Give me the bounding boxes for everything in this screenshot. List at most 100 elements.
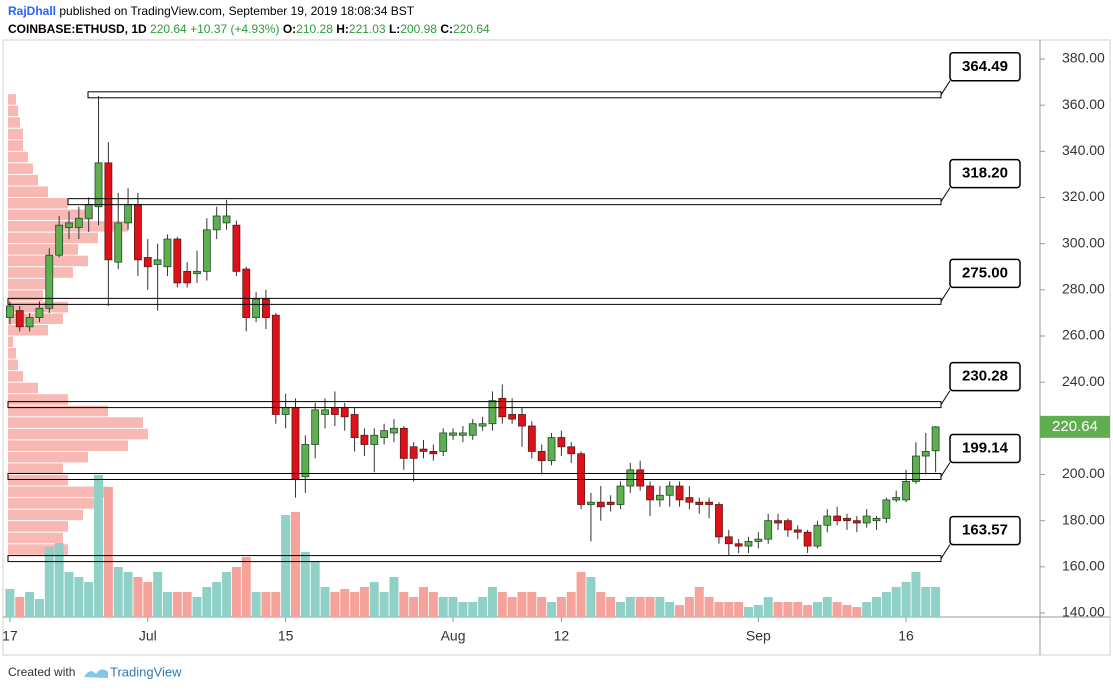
candle-body — [281, 407, 290, 415]
volume-bar — [290, 512, 300, 617]
footer-brand[interactable]: TradingView — [110, 664, 182, 679]
candle-body — [360, 434, 369, 445]
volume-bar — [192, 597, 202, 617]
level-band — [7, 297, 942, 305]
profile-bar — [8, 324, 48, 336]
last-price-tag — [1040, 415, 1110, 438]
candle-body — [15, 310, 24, 328]
profile-bar — [8, 382, 38, 394]
candle-body — [173, 238, 182, 284]
candle-body — [508, 414, 517, 420]
ohlc-key: O: — [282, 22, 297, 36]
volume-bar — [428, 592, 438, 617]
candle-body — [399, 427, 408, 459]
volume-bar — [862, 602, 872, 617]
volume-bar — [793, 602, 803, 617]
candle-body — [143, 257, 152, 268]
candle-body — [55, 224, 64, 256]
candle-body — [291, 407, 300, 480]
profile-bar — [8, 451, 88, 463]
candle-body — [202, 229, 211, 272]
level-label: 275.00 — [962, 264, 1008, 281]
published: published on TradingView.com, September … — [59, 4, 415, 18]
candle-body — [843, 517, 851, 522]
profile-bar — [8, 509, 83, 521]
volume-bar — [527, 592, 537, 617]
volume-bar — [537, 597, 547, 617]
candle-body — [646, 485, 654, 501]
volume-bar — [320, 587, 330, 617]
x-tick-label: 17 — [2, 628, 18, 644]
profile-bar — [8, 163, 33, 174]
volume-bar — [251, 592, 261, 617]
volume-bar — [330, 592, 340, 617]
profile-bar — [8, 290, 43, 301]
profile-bar — [8, 532, 63, 544]
candle-body — [557, 437, 566, 448]
candle-body — [744, 541, 753, 547]
candle-body — [271, 314, 280, 415]
profile-bar — [8, 405, 108, 417]
volume-bar — [25, 592, 35, 617]
profile-bar — [8, 359, 18, 371]
volume-bar — [74, 577, 84, 617]
ohlc-key: C: — [440, 22, 453, 36]
author[interactable]: RajDhall — [8, 4, 57, 18]
y-tick-label: 240.00 — [1062, 373, 1105, 389]
candle-body — [705, 501, 714, 505]
candle-body — [301, 444, 310, 478]
level-box — [949, 158, 1021, 189]
candle-body — [892, 497, 901, 501]
profile-bar — [8, 105, 18, 117]
candle-body — [74, 217, 83, 228]
volume-bar — [241, 557, 251, 617]
volume-bar — [921, 587, 931, 617]
profile-bar — [8, 486, 108, 498]
volume-bar — [842, 605, 852, 617]
volume-bar — [675, 605, 685, 617]
candle-body — [636, 469, 645, 487]
profile-bar — [8, 209, 93, 221]
volume-bar — [458, 602, 468, 617]
profile-bar — [8, 278, 53, 290]
volume-bar — [419, 587, 429, 617]
candle-body — [921, 451, 930, 457]
volume-bar — [615, 602, 625, 617]
profile-bar — [8, 498, 103, 509]
level-band — [7, 472, 942, 480]
profile-bar — [8, 94, 16, 105]
candle-body — [902, 481, 910, 501]
last-price-label: 220.64 — [1052, 418, 1098, 435]
volume-bar — [724, 602, 734, 617]
candle-body — [409, 446, 418, 459]
candle-body — [862, 515, 871, 524]
candle-body — [45, 254, 54, 309]
y-tick-label: 280.00 — [1062, 281, 1105, 297]
candle-body — [459, 432, 467, 436]
volume-bar — [231, 567, 241, 617]
x-tick-label: Jul — [139, 628, 157, 644]
volume-bar — [891, 587, 901, 617]
candle-body — [163, 238, 172, 268]
volume-bar — [596, 592, 606, 617]
candle-body — [222, 215, 231, 224]
candle-body — [25, 317, 34, 328]
candle-body — [478, 423, 487, 427]
y-tick-label: 140.00 — [1062, 604, 1105, 620]
volume-bar — [783, 602, 793, 617]
ohlc-key: L: — [388, 22, 401, 36]
ohlc-value: 221.03 — [348, 22, 386, 36]
volume-bar — [64, 572, 74, 617]
candle-body — [833, 515, 842, 522]
profile-bar — [8, 475, 68, 486]
volume-bar — [734, 602, 744, 617]
volume-bar — [15, 597, 25, 617]
profile-bar — [8, 417, 143, 428]
candle-body — [350, 414, 359, 438]
profile-bar — [8, 428, 148, 440]
candle-body — [5, 305, 14, 318]
volume-bar — [34, 599, 44, 617]
x-tick-label: 16 — [898, 628, 914, 644]
volume-bar — [143, 582, 153, 617]
